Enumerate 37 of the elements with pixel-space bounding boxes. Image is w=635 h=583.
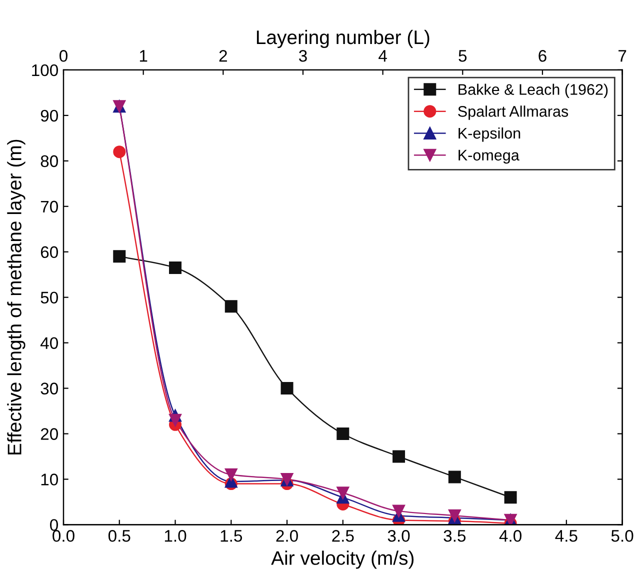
x2-tick-label: 1 [140, 50, 148, 62]
x-tick-label: 4.5 [555, 530, 578, 542]
legend-label: K-omega [458, 150, 520, 164]
legend-label: Bakke & Leach (1962) [458, 84, 608, 98]
x-tick-label: 1.0 [164, 530, 186, 542]
y-tick-label: 50 [40, 292, 58, 304]
x-axis-title: Air velocity (m/s) [271, 550, 414, 569]
y-tick-label: 80 [40, 155, 58, 168]
x-tick-label: 0.0 [52, 530, 74, 542]
y-tick-label: 30 [40, 382, 58, 394]
x2-tick-label: 7 [618, 50, 626, 62]
x2-tick-label: 6 [538, 50, 546, 62]
y-tick-label: 60 [40, 246, 58, 258]
x-tick-label: 3.5 [444, 530, 466, 542]
x2-tick-label: 2 [219, 50, 227, 62]
x-tick-label: 0.5 [108, 530, 130, 542]
y-tick-label: 10 [41, 474, 58, 486]
legend-label: K-epsilon [458, 127, 520, 142]
legend-label: Spalart Allmaras [458, 106, 568, 120]
y-axis-title: Effective length of methane layer (m) [7, 140, 26, 454]
x2-tick-label: 5 [458, 50, 467, 62]
y-tick-label: 0 [50, 519, 58, 531]
y-tick-label: 100 [32, 64, 58, 76]
x-tick-label: 2.5 [332, 530, 354, 542]
x-tick-label: 4.0 [499, 530, 522, 542]
y-tick-label: 70 [40, 200, 58, 213]
x2-tick-label: 3 [298, 50, 307, 62]
x-tick-label: 2.0 [276, 530, 298, 542]
x2-tick-label: 0 [60, 50, 68, 62]
y-tick-label: 40 [40, 337, 58, 350]
x-tick-label: 3.0 [388, 530, 410, 542]
y-tick-label: 90 [40, 110, 58, 122]
x-tick-label: 5.0 [611, 530, 634, 542]
x2-tick-label: 4 [378, 50, 387, 62]
x2-axis-title: Layering number (L) [256, 30, 430, 48]
x-tick-label: 1.5 [220, 530, 242, 542]
y-tick-label: 20 [40, 428, 58, 440]
